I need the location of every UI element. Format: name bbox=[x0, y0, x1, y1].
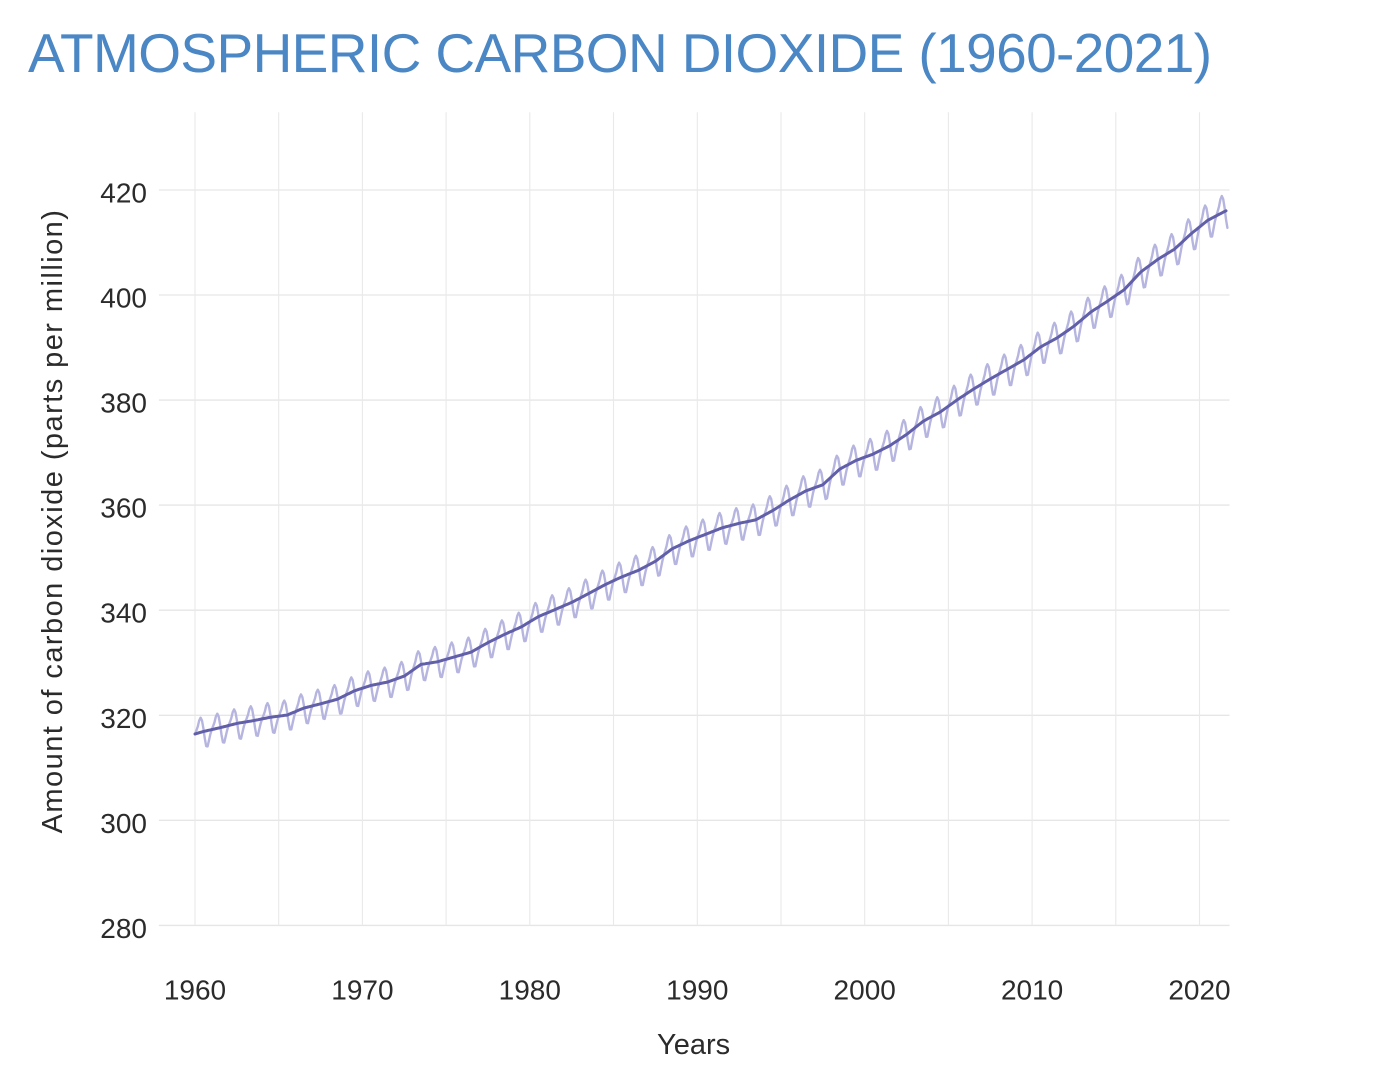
svg-text:Amount of carbon dioxide (part: Amount of carbon dioxide (parts per mill… bbox=[37, 209, 69, 834]
svg-text:2010: 2010 bbox=[1001, 974, 1063, 1005]
svg-text:340: 340 bbox=[100, 598, 147, 629]
svg-text:280: 280 bbox=[100, 913, 147, 944]
svg-text:2000: 2000 bbox=[834, 974, 896, 1005]
svg-text:2020: 2020 bbox=[1168, 974, 1230, 1005]
svg-text:360: 360 bbox=[100, 493, 147, 524]
svg-text:Years: Years bbox=[657, 1029, 730, 1061]
svg-text:1980: 1980 bbox=[499, 974, 561, 1005]
svg-text:400: 400 bbox=[100, 283, 147, 314]
svg-text:1990: 1990 bbox=[666, 974, 728, 1005]
svg-text:380: 380 bbox=[100, 388, 147, 419]
svg-text:ATMOSPHERIC CARBON DIOXIDE (19: ATMOSPHERIC CARBON DIOXIDE (1960-2021) bbox=[28, 22, 1211, 84]
svg-text:320: 320 bbox=[100, 703, 147, 734]
svg-text:420: 420 bbox=[100, 178, 147, 209]
svg-text:1970: 1970 bbox=[331, 974, 393, 1005]
svg-text:300: 300 bbox=[100, 808, 147, 839]
svg-text:1960: 1960 bbox=[164, 974, 226, 1005]
